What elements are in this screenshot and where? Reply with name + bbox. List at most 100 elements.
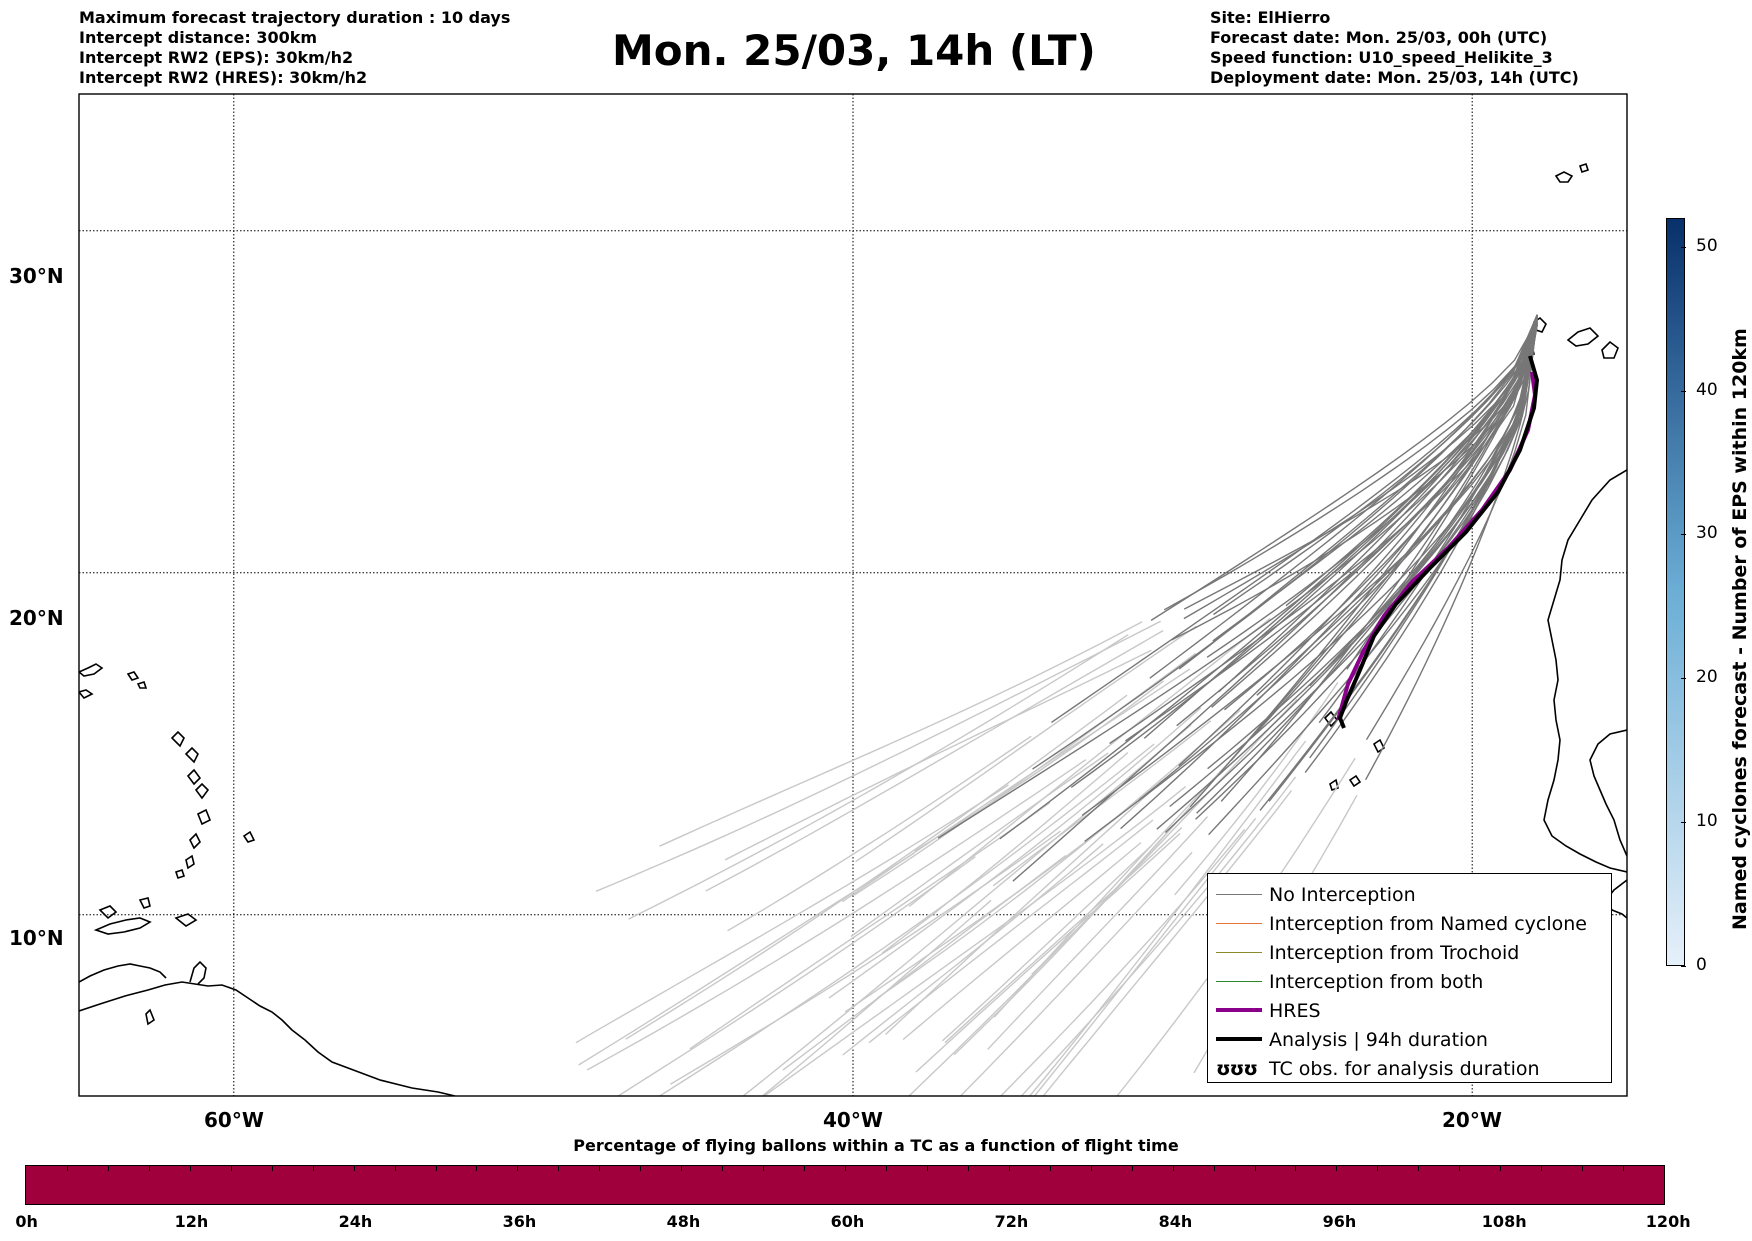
eps-trajectory-segment [1364, 316, 1538, 781]
eps-trajectory-segment [1120, 314, 1538, 830]
colorbar-tick-mark [1681, 246, 1686, 248]
coastline [1554, 171, 1574, 183]
eps-trajectory-segment [578, 852, 915, 1066]
colorbar-tick-label: 40 [1696, 379, 1718, 400]
legend-item-both: Interception from both [1208, 969, 1611, 995]
coastline [170, 730, 185, 748]
timebar-minor-tick [394, 1166, 396, 1171]
timebar-minor-tick [312, 1166, 314, 1171]
timebar-minor-tick [230, 1166, 232, 1171]
timebar-minor-tick [435, 1166, 437, 1171]
eps-trajectory-segment [724, 649, 1152, 861]
legend-label: Interception from Trochoid [1269, 942, 1520, 964]
timebar-tick-label: 84h [1158, 1212, 1193, 1231]
header-site: Site: ElHierro [1210, 8, 1331, 27]
eps-trajectory-segment [908, 825, 1174, 1096]
timebar-minor-tick [1049, 1166, 1051, 1171]
eps-trajectory-segment [855, 625, 1197, 863]
eps-trajectory-segment [992, 720, 1212, 887]
legend-item-hres: HRES [1208, 998, 1611, 1024]
eps-trajectory-segment [914, 680, 1165, 852]
timebar-tick-label: 0h [15, 1212, 38, 1231]
lon-label-20w: 20°W [1442, 1108, 1502, 1132]
eps-trajectory-segment [763, 786, 1187, 1096]
coastline [174, 913, 198, 927]
eps-trajectory-segment [828, 707, 1202, 999]
eps-trajectory-segment [987, 816, 1209, 1050]
eps-trajectory-segment [1143, 323, 1538, 739]
timebar-minor-tick [476, 1166, 478, 1171]
eps-trajectory-segment [908, 617, 1271, 907]
timebar-minor-tick [271, 1166, 273, 1171]
timebar-minor-tick [1582, 1166, 1584, 1171]
timebar-minor-tick [722, 1166, 724, 1171]
coastline [242, 830, 256, 843]
eps-trajectory-segment [885, 780, 1163, 1036]
timebar-minor-tick [1172, 1166, 1174, 1171]
colorbar-tick-label: 10 [1696, 811, 1718, 832]
map-legend: No Interception Interception from Named … [1207, 873, 1612, 1083]
timebar-minor-tick [1131, 1166, 1133, 1171]
eps-trajectory-segment [876, 709, 1241, 999]
coastline [184, 746, 199, 764]
eps-trajectory-segment [881, 751, 1129, 954]
legend-item-named-cyclone: Interception from Named cyclone [1208, 911, 1611, 937]
timebar-minor-tick [1090, 1166, 1092, 1171]
timebar-tick-label: 60h [830, 1212, 865, 1231]
eps-trajectory-segment [669, 830, 1061, 1085]
timebar-minor-tick [353, 1166, 355, 1171]
timebar-minor-tick [1500, 1166, 1502, 1171]
coastline [185, 854, 195, 870]
timebar-minor-tick [599, 1166, 601, 1171]
legend-label: HRES [1269, 1000, 1321, 1022]
legend-label: Interception from Named cyclone [1269, 913, 1587, 935]
eps-trajectory-segment [1051, 323, 1538, 723]
eps-trajectory-segment [1220, 314, 1538, 802]
eps-trajectory-segment [842, 843, 1104, 1056]
eps-trajectory-segment [959, 851, 1193, 1096]
eps-trajectory-segment [944, 826, 1183, 1044]
colorbar-tick-mark [1681, 966, 1686, 967]
coastline [194, 782, 210, 800]
colorbar-tick-mark [1681, 534, 1686, 536]
eps-trajectory-segment [1213, 324, 1538, 616]
eps-trajectory-segment [1211, 324, 1538, 708]
eps-trajectory-segment [1028, 740, 1307, 1096]
eps-trajectory-segment [1020, 776, 1297, 1096]
coastline [189, 832, 201, 850]
tc-obs-symbol-icon: ʊʊʊ [1216, 1058, 1258, 1080]
colorbar-label: Named cyclones forecast - Number of EPS … [1729, 328, 1751, 930]
coastline [196, 808, 212, 826]
lon-label-40w: 40°W [823, 1108, 883, 1132]
coastline [138, 897, 151, 909]
eps-trajectory-segment [586, 759, 1087, 1071]
eps-trajectory-segment [595, 620, 1162, 892]
timebar-title: Percentage of flying ballons within a TC… [573, 1136, 1179, 1155]
eps-trajectory-segment [659, 621, 1143, 847]
timebar-minor-tick [1377, 1166, 1379, 1171]
coastline [79, 689, 94, 699]
lat-label-30n: 30°N [9, 264, 64, 288]
eps-trajectory-segment [1042, 790, 1293, 1096]
legend-swatch [1216, 981, 1262, 982]
lat-label-10n: 10°N [9, 926, 64, 950]
eps-trajectory-segment [1183, 322, 1538, 610]
eps-trajectory-segment [1285, 322, 1538, 607]
timebar-minor-tick [1254, 1166, 1256, 1171]
eps-trajectory-segment [1174, 682, 1339, 896]
header-forecast-date: Forecast date: Mon. 25/03, 00h (UTC) [1210, 28, 1548, 47]
legend-swatch [1216, 952, 1262, 953]
eps-trajectory-segment [1309, 324, 1538, 687]
timebar-minor-tick [845, 1166, 846, 1171]
coastline [1589, 729, 1627, 857]
timebar-tick-label: 96h [1322, 1212, 1357, 1231]
timebar-minor-tick [1623, 1166, 1625, 1171]
lat-label-20n: 20°N [9, 606, 64, 630]
colorbar-tick-label: 0 [1696, 955, 1707, 975]
coastline [1543, 469, 1627, 873]
timebar-minor-tick [804, 1166, 806, 1171]
colorbar-tick-label: 50 [1696, 235, 1718, 256]
timebar-tick-label: 24h [338, 1212, 373, 1231]
legend-swatch [1216, 894, 1262, 895]
